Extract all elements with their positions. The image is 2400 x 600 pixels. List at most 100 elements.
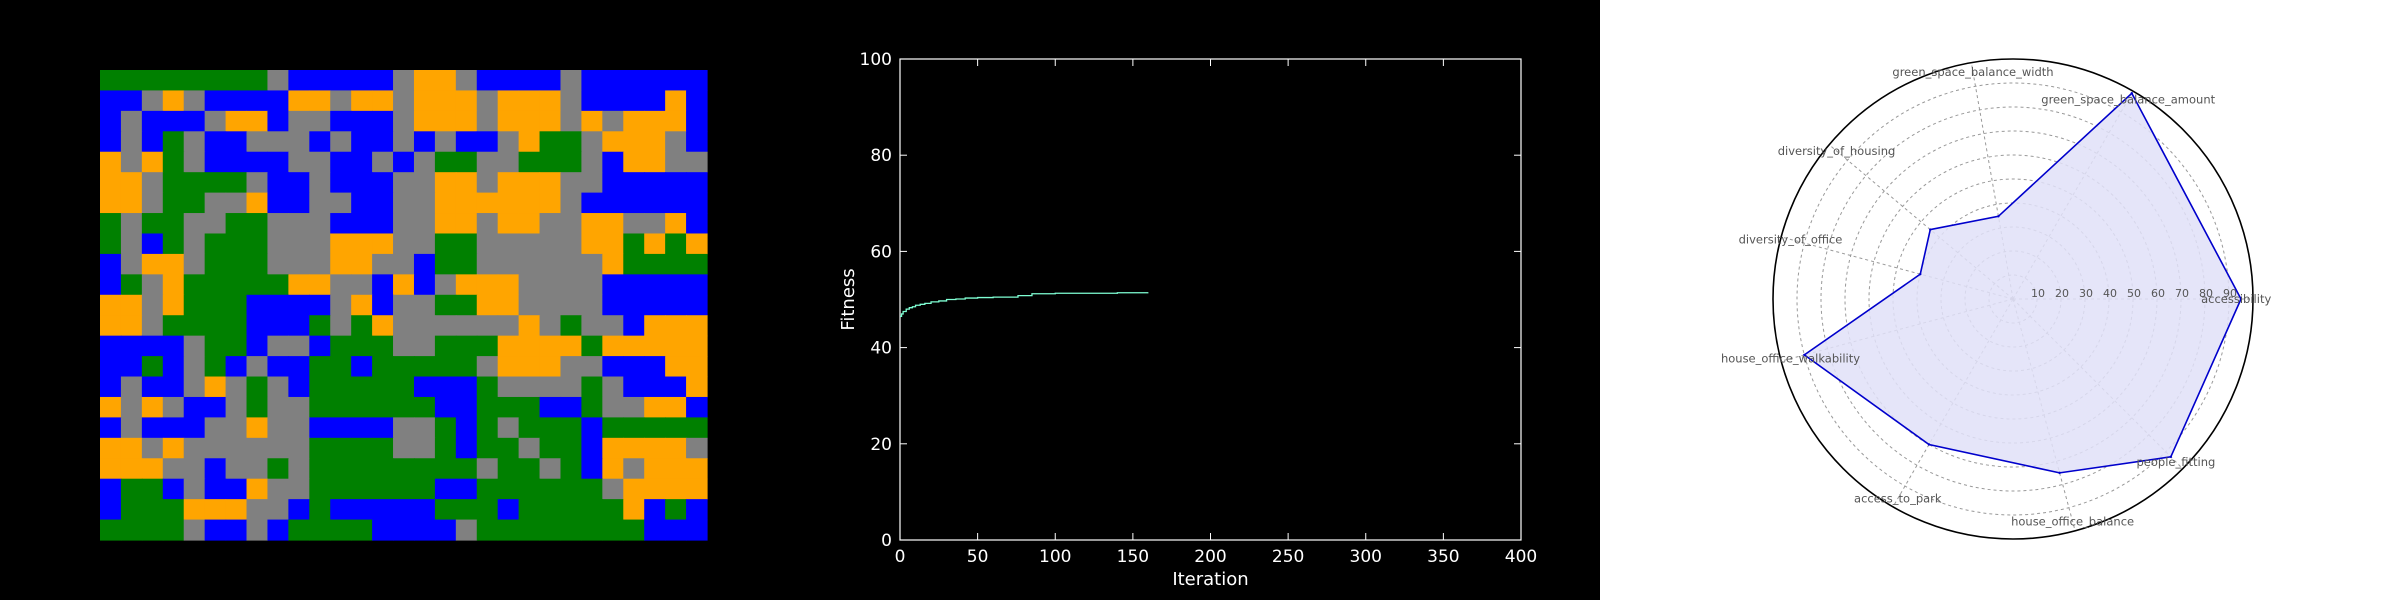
grid-cell (204, 70, 227, 92)
grid-cell (413, 131, 436, 153)
grid-cell (330, 519, 352, 541)
grid-cell (560, 417, 583, 439)
grid-cell (665, 417, 687, 439)
grid-cell (644, 478, 666, 500)
grid-cell (602, 172, 624, 194)
grid-cell (267, 458, 289, 480)
y-tick-label: 100 (860, 50, 892, 70)
grid-cell (288, 335, 310, 357)
grid-cell (476, 417, 499, 439)
grid-cell (518, 90, 541, 112)
grid-cell (665, 315, 687, 337)
grid-cell (120, 110, 143, 132)
grid-cell (100, 519, 122, 541)
grid-cell (518, 356, 541, 378)
grid-cell (267, 437, 289, 459)
x-tick-label: 300 (1350, 547, 1382, 567)
grid-cell (455, 519, 478, 541)
grid-cell (120, 335, 143, 357)
grid-cell (518, 253, 541, 275)
grid-cell (644, 131, 666, 153)
radar-data-point (1927, 443, 1931, 446)
grid-cell (623, 233, 645, 255)
grid-cell (602, 499, 624, 521)
grid-cell (162, 213, 185, 235)
grid-cell (351, 315, 373, 337)
grid-cell (288, 519, 310, 541)
grid-cell (560, 356, 583, 378)
grid-cell (644, 172, 666, 194)
grid-cell (602, 396, 624, 418)
grid-cell (351, 172, 373, 194)
grid-cell (665, 499, 687, 521)
grid-cell (141, 274, 164, 296)
grid-cell (141, 253, 164, 275)
grid-cell (288, 458, 310, 480)
grid-cell (455, 253, 478, 275)
grid-cell (434, 110, 457, 132)
grid-cell (393, 499, 415, 521)
grid-cell (141, 499, 164, 521)
grid-cell (560, 172, 583, 194)
grid-cell (434, 294, 457, 316)
grid-cell (644, 396, 666, 418)
grid-cell (686, 213, 708, 235)
grid-cell (141, 335, 164, 357)
grid-cell (225, 315, 248, 337)
radial-tick-label: 10 (2031, 287, 2045, 300)
x-tick-label: 100 (1039, 547, 1071, 567)
grid-cell (288, 274, 310, 296)
grid-cell (455, 356, 478, 378)
grid-cell (518, 335, 541, 357)
grid-cell (602, 274, 624, 296)
grid-cell (644, 356, 666, 378)
grid-cell (246, 437, 269, 459)
grid-cell (413, 519, 436, 541)
grid-cell (665, 396, 687, 418)
grid-cell (330, 253, 352, 275)
radar-data-point (2058, 471, 2061, 475)
grid-cell (225, 213, 248, 235)
grid-cell (246, 458, 269, 480)
x-tick-label: 200 (1194, 547, 1226, 567)
grid-cell (100, 478, 122, 500)
grid-cell (686, 356, 708, 378)
grid-cell (393, 213, 415, 235)
grid-cell (497, 70, 520, 92)
grid-cell (330, 110, 352, 132)
grid-cell (623, 519, 645, 541)
grid-cell (602, 315, 624, 337)
grid-cell (644, 192, 666, 214)
grid-cell (162, 253, 185, 275)
grid-cell (518, 110, 541, 132)
grid-cell (476, 253, 499, 275)
grid-cell (351, 478, 373, 500)
grid-cell (686, 172, 708, 194)
grid-cell (644, 233, 666, 255)
grid-cell (204, 192, 227, 214)
grid-cell (602, 192, 624, 214)
grid-cell (141, 70, 164, 92)
grid-cell (372, 478, 394, 500)
grid-cell (434, 396, 457, 418)
grid-cell (581, 131, 603, 153)
grid-cell (393, 294, 415, 316)
grid-cell (581, 478, 603, 500)
grid-cell (309, 213, 331, 235)
radar-data-point (2130, 92, 2133, 95)
grid-cell (330, 213, 352, 235)
grid-cell (162, 458, 185, 480)
grid-cell (288, 437, 310, 459)
grid-cell (434, 437, 457, 459)
grid-cell (602, 437, 624, 459)
grid-cell (141, 458, 164, 480)
grid-cell (204, 396, 227, 418)
grid-cell (497, 172, 520, 194)
grid-cell (581, 70, 603, 92)
grid-cell (183, 335, 206, 357)
grid-cell (434, 519, 457, 541)
grid-cell (288, 70, 310, 92)
grid-cell (686, 294, 708, 316)
grid-cell (644, 335, 666, 357)
grid-cell (309, 458, 331, 480)
